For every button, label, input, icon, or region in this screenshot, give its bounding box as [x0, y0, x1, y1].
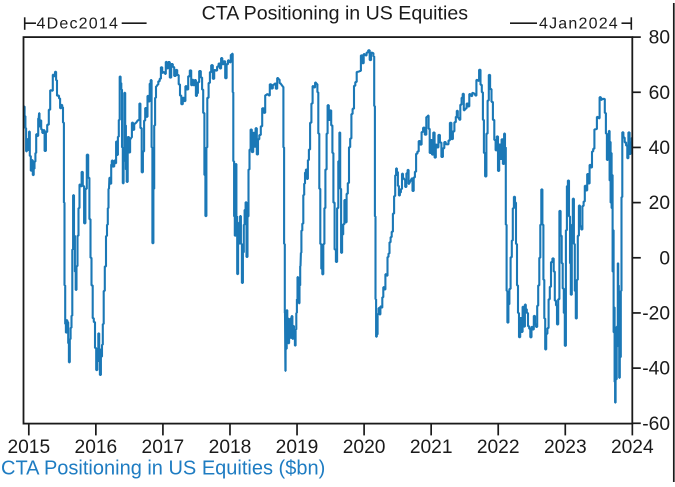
svg-text:CTA Positioning in US Equities: CTA Positioning in US Equities — [202, 3, 469, 25]
svg-text:-20: -20 — [642, 304, 670, 325]
svg-text:2018: 2018 — [209, 437, 252, 458]
svg-text:4Dec2014: 4Dec2014 — [37, 16, 120, 33]
svg-text:0: 0 — [659, 248, 670, 269]
svg-text:20: 20 — [649, 193, 670, 214]
svg-text:CTA Positioning in US Equities: CTA Positioning in US Equities ($bn) — [1, 458, 325, 480]
svg-text:-40: -40 — [642, 359, 670, 380]
svg-text:2024: 2024 — [611, 437, 654, 458]
svg-text:2016: 2016 — [75, 437, 118, 458]
svg-text:80: 80 — [649, 28, 670, 49]
svg-text:2017: 2017 — [142, 437, 185, 458]
svg-text:4Jan2024: 4Jan2024 — [539, 16, 619, 33]
svg-text:2020: 2020 — [343, 437, 386, 458]
svg-text:-60: -60 — [642, 414, 670, 435]
svg-text:2015: 2015 — [7, 437, 50, 458]
svg-text:2022: 2022 — [477, 437, 520, 458]
svg-text:2023: 2023 — [544, 437, 587, 458]
svg-text:40: 40 — [649, 138, 670, 159]
svg-text:2019: 2019 — [276, 437, 319, 458]
svg-text:2021: 2021 — [410, 437, 453, 458]
svg-text:60: 60 — [649, 83, 670, 104]
